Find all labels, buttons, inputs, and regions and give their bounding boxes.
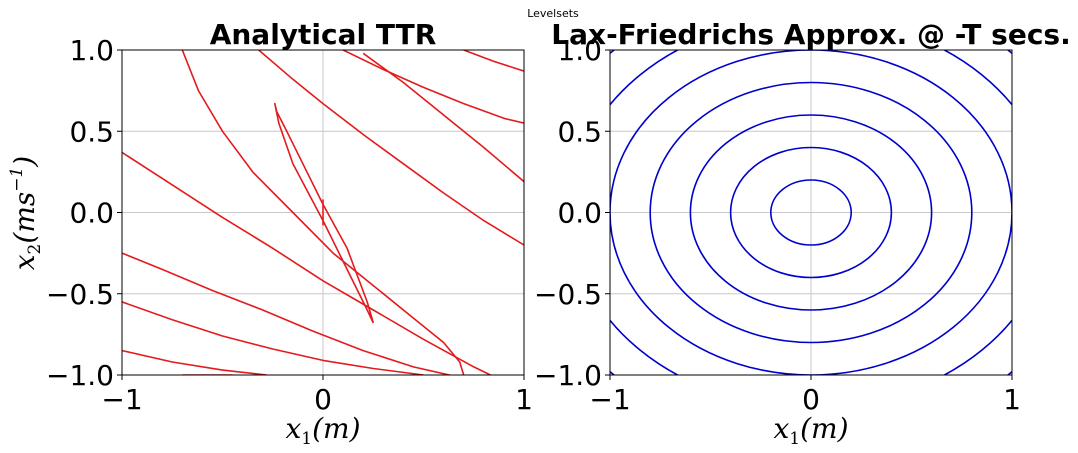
chart-title: Analytical TTR (210, 18, 437, 51)
figure-suptitle: Levelsets (527, 7, 579, 20)
x-tick-label: −1 (101, 383, 142, 416)
x-tick-label: 1 (1003, 383, 1021, 416)
level-curve (258, 50, 524, 246)
y-axis-label: x2(ms−1) (7, 156, 45, 270)
level-curve (274, 102, 375, 324)
x-axis-label: x1(m) (285, 412, 360, 449)
y-tick-label: −0.5 (46, 278, 114, 311)
x-tick-label: −1 (589, 383, 630, 416)
x-axis-label: x1(m) (773, 412, 848, 449)
x-tick-labels: −1 0 1 (101, 375, 533, 416)
y-tick-labels: −1.0 −0.5 0.0 0.5 1.0 (46, 34, 122, 392)
level-curve (122, 349, 267, 375)
level-circle (729, 146, 893, 279)
y-tick-label: −1.0 (534, 359, 602, 392)
level-curve (122, 301, 424, 375)
level-circle (689, 114, 933, 311)
level-circle (610, 50, 1012, 375)
level-circle (649, 81, 973, 344)
x-tick-label: 0 (314, 383, 332, 416)
level-curve (122, 252, 453, 375)
level-curve (362, 52, 524, 183)
grid-lines (609, 49, 1013, 376)
y-tick-labels: −1.0 −0.5 0.0 0.5 1.0 (534, 34, 610, 392)
level-curve (342, 50, 524, 124)
contour-lines (610, 50, 1012, 375)
y-tick-label: 1.0 (557, 34, 602, 67)
level-circle (769, 179, 852, 246)
y-tick-label: −1.0 (46, 359, 114, 392)
x-tick-label: 0 (802, 383, 820, 416)
x-tick-label: 1 (515, 383, 533, 416)
y-tick-label: 0.5 (69, 115, 114, 148)
y-tick-label: 0.5 (557, 115, 602, 148)
contour-lines (122, 50, 524, 375)
level-curve (463, 50, 524, 72)
y-tick-label: 1.0 (69, 34, 114, 67)
panel-lax-friedrichs: Lax-Friedrichs Approx. @ -T secs. −1.0 −0… (534, 18, 1071, 449)
x-tick-labels: −1 0 1 (589, 375, 1021, 416)
y-tick-label: 0.0 (557, 197, 602, 230)
chart-title: Lax-Friedrichs Approx. @ -T secs. (551, 18, 1070, 51)
panel-analytical-ttr: Analytical TTR −1.0 −0.5 0.0 0.5 1.0 −1 0 1 x1… (7, 18, 533, 449)
y-tick-label: 0.0 (69, 197, 114, 230)
level-curve (181, 50, 465, 375)
level-curve (122, 151, 493, 375)
y-tick-label: −0.5 (534, 278, 602, 311)
